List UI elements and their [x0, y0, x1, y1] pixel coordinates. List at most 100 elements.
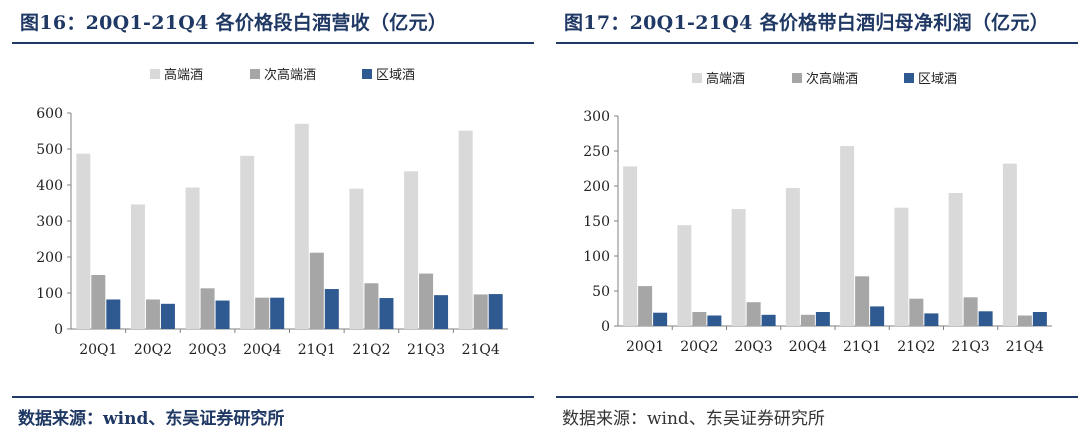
y-tick-label: 300	[36, 214, 63, 230]
bar-high-end-21q2	[894, 207, 909, 326]
bar-high-end-20q2	[677, 225, 692, 326]
legend-label-regional: 区域酒	[376, 68, 415, 83]
left-source-rule	[12, 396, 534, 398]
bar-regional-20q3	[215, 300, 230, 329]
bar-regional-21q1	[870, 306, 885, 326]
legend-swatch-regional	[362, 69, 372, 79]
y-tick-label: 200	[583, 179, 610, 195]
bar-high-end-20q4	[240, 155, 255, 329]
bar-regional-21q3	[434, 295, 449, 329]
x-tick-label: 21Q2	[352, 342, 390, 358]
bar-high-end-21q1	[840, 146, 855, 326]
x-tick-label: 20Q3	[188, 342, 226, 358]
y-tick-label: 250	[583, 144, 610, 160]
left-title-rule	[12, 42, 534, 44]
left-chart-title: 图16：20Q1-21Q4 各价格段白酒营收（亿元）	[20, 12, 448, 34]
legend-label-sub-high-end: 次高端酒	[806, 71, 858, 87]
bar-high-end-21q2	[349, 188, 364, 329]
x-tick-label: 21Q3	[952, 339, 990, 355]
bar-sub-high-end-21q1	[309, 252, 324, 329]
bar-high-end-20q3	[185, 187, 200, 329]
right-source-note: 数据来源：wind、东吴证券研究所	[562, 409, 825, 429]
bar-high-end-20q2	[130, 204, 145, 329]
bar-sub-high-end-20q2	[145, 299, 160, 329]
right-chart-panel: 图17：20Q1-21Q4 各价格带白酒归母净利润（亿元） 高端酒 次高端酒 区域酒…	[556, 0, 1078, 441]
legend-label-high-end: 高端酒	[706, 71, 745, 87]
bar-sub-high-end-20q1	[638, 286, 653, 326]
x-tick-label: 21Q2	[897, 339, 935, 355]
x-tick-label: 21Q3	[407, 342, 445, 358]
legend-swatch-high-end	[150, 69, 160, 79]
bar-regional-21q2	[379, 298, 394, 329]
legend-label-high-end: 高端酒	[164, 67, 203, 83]
y-tick-label: 400	[36, 178, 63, 194]
legend-label-regional: 区域酒	[918, 72, 957, 87]
y-tick-label: 600	[36, 106, 63, 122]
right-profit-bar-chart: 高端酒 次高端酒 区域酒 0 50 100 150 200 250 300 20Q1 20Q2 20Q3…	[583, 71, 1052, 355]
y-tick-label: 500	[36, 142, 63, 158]
x-tick-label: 20Q1	[626, 339, 664, 355]
legend-swatch-sub-high-end	[250, 69, 260, 79]
bar-sub-high-end-21q2	[909, 298, 924, 326]
bar-sub-high-end-21q1	[855, 276, 870, 326]
right-chart-title: 图17：20Q1-21Q4 各价格带白酒归母净利润（亿元）	[564, 12, 1050, 34]
bar-high-end-20q4	[785, 188, 800, 326]
legend-swatch-high-end	[692, 73, 702, 83]
bar-regional-20q2	[707, 315, 722, 326]
bar-regional-20q1	[106, 299, 121, 329]
bar-sub-high-end-20q1	[91, 275, 106, 329]
bar-regional-21q3	[978, 311, 993, 326]
bar-sub-high-end-21q4	[473, 294, 488, 329]
x-tick-label: 20Q4	[789, 339, 827, 355]
y-tick-label: 200	[36, 250, 63, 266]
x-tick-label: 20Q4	[243, 342, 281, 358]
bar-sub-high-end-20q4	[800, 314, 815, 326]
y-tick-label: 50	[592, 284, 610, 300]
bar-sub-high-end-20q2	[692, 312, 707, 326]
legend-swatch-sub-high-end	[792, 73, 802, 83]
bar-regional-20q4	[270, 297, 285, 329]
bar-sub-high-end-20q3	[746, 302, 761, 326]
left-revenue-bar-chart: 高端酒 次高端酒 区域酒 0 100 200 300 400 500 600 20Q1 20Q2 20Q…	[36, 67, 508, 358]
y-tick-label: 0	[54, 322, 63, 338]
bar-regional-20q1	[653, 312, 668, 326]
bar-regional-20q2	[160, 303, 175, 329]
bar-high-end-21q3	[404, 171, 419, 329]
y-tick-label: 300	[583, 109, 610, 125]
y-tick-label: 150	[583, 214, 610, 230]
bar-regional-20q4	[815, 312, 830, 326]
left-source-note: 数据来源：wind、东吴证券研究所	[18, 409, 285, 429]
bar-high-end-21q1	[294, 123, 309, 329]
legend-swatch-regional	[904, 73, 914, 83]
y-tick-label: 100	[36, 286, 63, 302]
x-tick-label: 21Q4	[1006, 339, 1044, 355]
x-tick-label: 21Q1	[298, 342, 336, 358]
x-tick-label: 20Q2	[134, 342, 172, 358]
bar-sub-high-end-21q3	[419, 273, 434, 329]
bar-high-end-21q4	[458, 130, 473, 329]
bar-regional-20q3	[761, 314, 776, 326]
y-tick-label: 100	[583, 249, 610, 265]
bar-regional-21q1	[324, 289, 339, 329]
bar-sub-high-end-20q4	[255, 297, 270, 329]
x-tick-label: 21Q4	[462, 342, 500, 358]
left-chart-panel: 图16：20Q1-21Q4 各价格段白酒营收（亿元） 高端酒 次高端酒 区域酒 0 10…	[12, 0, 534, 441]
bar-high-end-20q1	[623, 166, 638, 326]
bar-sub-high-end-21q2	[364, 283, 379, 329]
x-tick-label: 21Q1	[843, 339, 881, 355]
bar-high-end-21q4	[1002, 163, 1017, 326]
bar-regional-21q4	[1032, 312, 1047, 326]
x-tick-label: 20Q2	[680, 339, 718, 355]
right-source-rule	[556, 396, 1078, 398]
x-tick-label: 20Q1	[79, 342, 117, 358]
bar-high-end-21q3	[948, 193, 963, 326]
bar-high-end-20q3	[731, 209, 746, 326]
bar-high-end-20q1	[76, 153, 91, 329]
bar-regional-21q2	[924, 313, 939, 326]
bar-sub-high-end-21q4	[1017, 315, 1032, 326]
bar-regional-21q4	[488, 294, 503, 329]
legend-label-sub-high-end: 次高端酒	[264, 67, 316, 83]
y-tick-label: 0	[601, 319, 610, 335]
x-tick-label: 20Q3	[735, 339, 773, 355]
bar-sub-high-end-21q3	[963, 297, 978, 326]
